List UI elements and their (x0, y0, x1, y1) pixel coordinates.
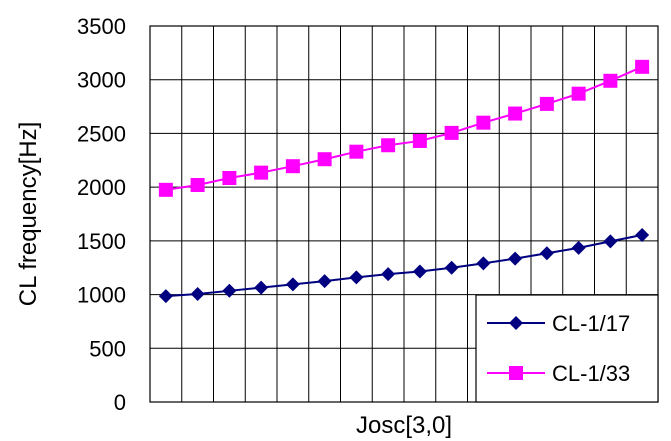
data-point (508, 251, 523, 266)
data-point (508, 106, 523, 121)
y-tick-label: 0 (114, 390, 126, 415)
series-1 (158, 227, 650, 304)
legend: CL-1/17 CL-1/33 (475, 294, 659, 403)
legend-item-cl-1-33: CL-1/33 (487, 361, 630, 386)
y-tick-label: 3000 (77, 68, 126, 93)
data-point (317, 274, 332, 289)
data-point (190, 287, 205, 302)
data-point (476, 115, 491, 130)
data-point (539, 246, 554, 261)
data-point (412, 133, 427, 148)
y-axis-tick-labels: 0 500 1000 1500 2000 2500 3000 3500 (77, 14, 126, 415)
data-point (571, 86, 586, 101)
data-point (349, 144, 364, 159)
data-point (412, 264, 427, 279)
data-point (603, 234, 618, 249)
y-tick-label: 2500 (77, 121, 126, 146)
data-point (571, 240, 586, 255)
series-layer (158, 59, 650, 304)
series-line (165, 65, 643, 191)
data-point (222, 171, 237, 186)
data-point (285, 159, 300, 174)
y-tick-label: 500 (89, 336, 126, 361)
series-2 (158, 59, 650, 197)
legend-label-cl-1-33: CL-1/33 (552, 361, 630, 386)
data-point (444, 260, 459, 275)
legend-marker-diamond (509, 316, 523, 330)
data-point (381, 267, 396, 282)
plot-area-border (149, 25, 659, 403)
series-line (165, 233, 643, 298)
data-point (635, 227, 650, 242)
legend-item-cl-1-17: CL-1/17 (487, 311, 630, 336)
data-point (444, 125, 459, 140)
x-axis-title: Josc[3,0] (356, 412, 452, 439)
y-tick-label: 1500 (77, 229, 126, 254)
y-axis-title: CL frequency[Hz] (15, 122, 42, 307)
legend-box (475, 294, 659, 403)
data-point (476, 256, 491, 271)
legend-label-cl-1-17: CL-1/17 (552, 311, 630, 336)
data-point (158, 182, 173, 197)
data-point (158, 289, 173, 304)
data-point (381, 138, 396, 153)
data-point (190, 177, 205, 192)
data-point (254, 280, 269, 295)
y-tick-label: 2000 (77, 175, 126, 200)
y-tick-label: 3500 (77, 14, 126, 39)
legend-marker-square (509, 366, 523, 380)
data-point (635, 59, 650, 74)
y-tick-label: 1000 (77, 283, 126, 308)
data-point (349, 270, 364, 285)
data-point (222, 283, 237, 298)
data-point (603, 73, 618, 88)
data-point (317, 152, 332, 167)
data-point (254, 165, 269, 180)
data-point (539, 96, 554, 111)
data-point (285, 277, 300, 292)
